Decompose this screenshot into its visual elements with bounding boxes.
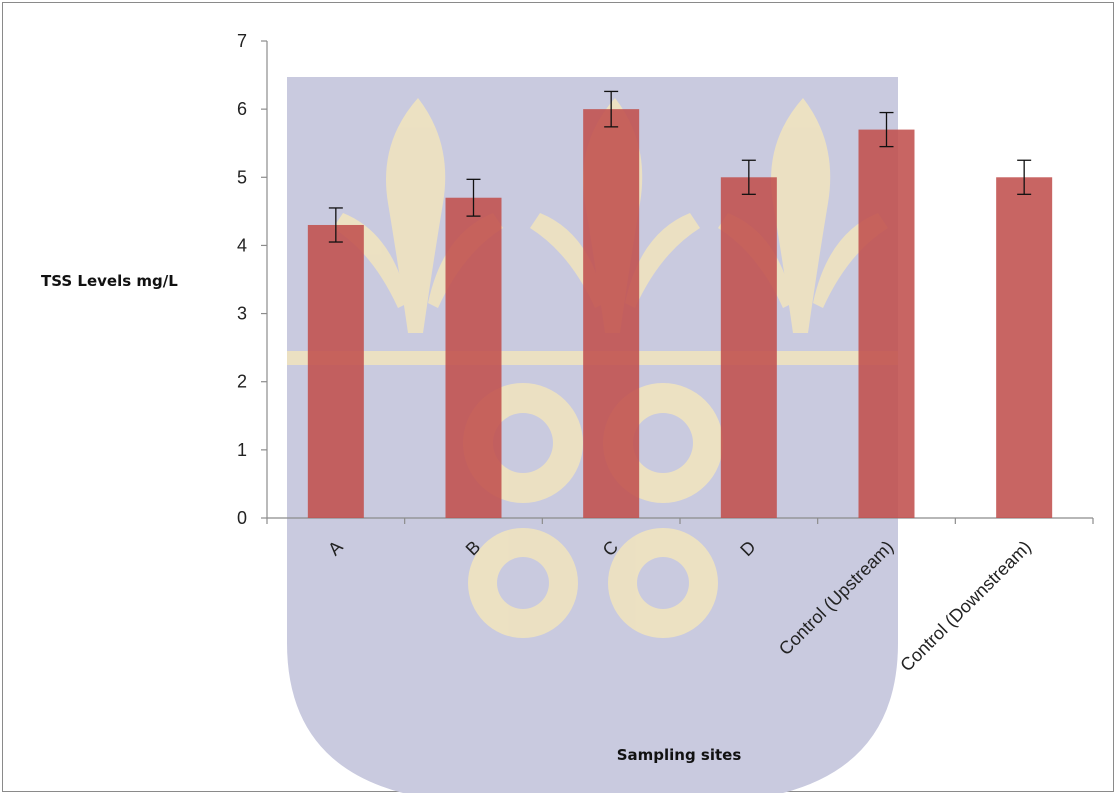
y-tick-label: 2 <box>237 372 247 392</box>
error-bars <box>328 90 1032 243</box>
error-bar <box>604 90 619 128</box>
bar <box>720 177 777 519</box>
y-tick-label: 1 <box>237 440 247 460</box>
y-tick-label: 4 <box>237 235 247 255</box>
error-bar <box>879 111 894 148</box>
error-bar <box>1017 159 1032 195</box>
x-tick-label: Control (Downstream) <box>896 537 1035 676</box>
x-axis-title: Sampling sites <box>617 746 742 764</box>
y-tick-label: 6 <box>237 99 247 119</box>
y-tick-label: 3 <box>237 304 247 324</box>
error-bar <box>328 207 343 243</box>
watermark-motif-holes <box>493 413 693 609</box>
error-bar <box>741 159 756 195</box>
y-tick-label: 7 <box>237 31 247 51</box>
y-tick-label: 5 <box>237 167 247 187</box>
bar <box>858 129 915 518</box>
error-bar <box>466 178 481 217</box>
x-axis-ticks <box>266 518 1094 524</box>
bar <box>445 197 502 518</box>
bar <box>583 109 640 519</box>
y-axis-ticks: 0 1 2 3 4 5 6 7 <box>237 31 267 528</box>
bar-series <box>307 109 1053 519</box>
y-tick-label: 0 <box>237 508 247 528</box>
bar <box>307 224 364 518</box>
y-axis-title: TSS Levels mg/L <box>41 272 178 290</box>
bar <box>996 177 1053 519</box>
